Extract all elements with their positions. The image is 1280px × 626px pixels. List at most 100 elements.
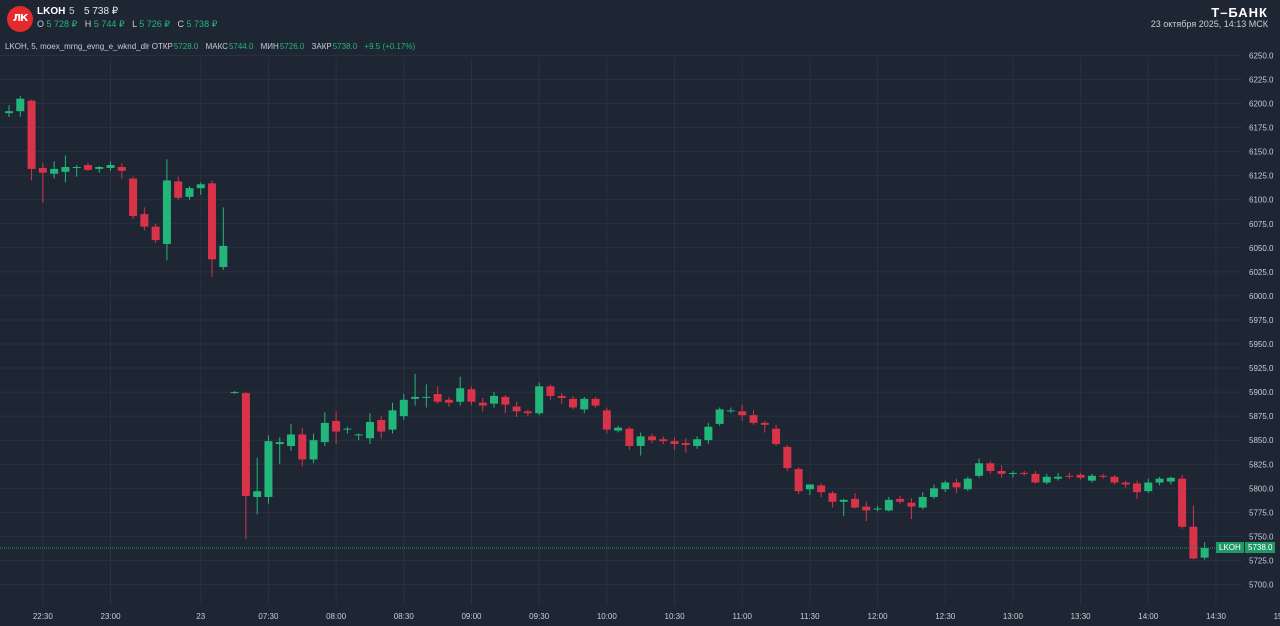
candle [760, 420, 769, 433]
candle-body [27, 100, 36, 169]
y-tick-label: 6100.0 [1249, 196, 1274, 205]
candle [1087, 473, 1096, 483]
candle [343, 426, 352, 434]
indicator-legend[interactable]: LKOH, 5, moex_mrng_evng_e_wknd_dlr ОТКР5… [5, 42, 420, 51]
candle-body [388, 410, 397, 430]
candle [196, 182, 205, 195]
legend-open-label: ОТКР [151, 42, 173, 51]
candle-body [760, 422, 769, 425]
candle-body [241, 393, 250, 496]
ohlc-low-label: L [132, 19, 137, 29]
timeframe[interactable]: 5 [69, 6, 75, 17]
candle [512, 401, 521, 418]
ticker-symbol[interactable]: LKOH [37, 6, 66, 17]
candle [320, 412, 329, 446]
grid [0, 54, 1242, 605]
candle [963, 476, 972, 492]
price-tag-value: 5738.0 [1245, 541, 1276, 553]
candle [365, 413, 374, 445]
candle-body [602, 410, 611, 430]
candle [1076, 472, 1085, 480]
candle-body [72, 166, 81, 168]
candle-body [1121, 482, 1130, 485]
candle-body [715, 409, 724, 424]
candle [817, 483, 826, 497]
candle [523, 409, 532, 417]
candle-body [693, 439, 702, 446]
candle-body [952, 482, 961, 488]
candle-body [546, 386, 555, 396]
candle [444, 396, 453, 407]
legend-low-label: МИН [260, 42, 279, 51]
candle-body [309, 440, 318, 460]
candle-body [478, 402, 487, 406]
candle-body [196, 184, 205, 189]
candle-body [185, 188, 194, 197]
candle [704, 422, 713, 445]
candle-body [61, 166, 70, 172]
candle-body [670, 441, 679, 445]
candle-body [997, 470, 1006, 474]
candle-body [896, 498, 905, 502]
candle [422, 384, 431, 408]
candle [873, 505, 882, 512]
candle-body [907, 502, 916, 507]
y-tick-label: 5875.0 [1249, 412, 1274, 421]
price-tag-ticker: LKOH [1216, 541, 1244, 553]
candle-body [174, 181, 183, 198]
candle-body [1200, 547, 1209, 558]
candle [1144, 478, 1153, 494]
candle-body [1054, 476, 1063, 479]
candle [580, 396, 589, 414]
candle-body [140, 214, 149, 227]
candle-body [490, 395, 499, 404]
candle [1099, 473, 1108, 479]
candle [997, 465, 1006, 478]
y-tick-label: 6200.0 [1249, 100, 1274, 109]
last-price: 5 738 ₽ [84, 6, 119, 17]
ohlc-open-label: O [37, 19, 45, 29]
candle [27, 99, 36, 181]
candle [851, 493, 859, 509]
candle [399, 394, 408, 420]
candle-body [681, 443, 690, 446]
candle [275, 437, 284, 465]
candle [241, 392, 250, 540]
candle-body [1144, 482, 1153, 492]
ohlc-low-value: 5 726 ₽ [139, 19, 171, 29]
y-axis: 5700.0 5725.0 5750.0 5775.0 5800.0 5825.0 5850… [1249, 51, 1274, 589]
y-tick-label: 5925.0 [1249, 364, 1274, 373]
candle-body [783, 446, 792, 469]
candle-body [1020, 472, 1029, 474]
candle-body [253, 491, 262, 497]
y-tick-label: 6000.0 [1249, 292, 1274, 301]
x-tick-label: 13:30 [1071, 612, 1092, 621]
candle-body [1155, 478, 1164, 483]
candle-body [275, 442, 284, 445]
candle [986, 461, 995, 474]
candle-body [941, 482, 950, 490]
candle-body [1031, 473, 1040, 483]
candle-body [636, 436, 645, 446]
tbank-logo[interactable]: Т–БАНК [1211, 5, 1268, 20]
x-tick-label: 13:00 [1003, 612, 1024, 621]
candle [749, 410, 758, 425]
candle-body [467, 389, 476, 402]
candle-body [851, 498, 859, 508]
candle-body [569, 398, 577, 408]
y-tick-label: 5750.0 [1249, 532, 1274, 541]
ohlc-open-value: 5 728 ₽ [46, 19, 78, 29]
candle [253, 457, 262, 515]
candle-body [1087, 475, 1096, 481]
x-tick-label: 14:00 [1138, 612, 1159, 621]
candle [287, 423, 295, 451]
lukoil-logo-icon[interactable]: ЛК [7, 6, 33, 32]
candle-body [332, 420, 341, 432]
candle [839, 498, 848, 517]
y-tick-label: 5725.0 [1249, 556, 1274, 565]
candle [309, 433, 318, 464]
candle [907, 497, 916, 520]
candle [1121, 480, 1130, 489]
candle [1031, 470, 1040, 484]
